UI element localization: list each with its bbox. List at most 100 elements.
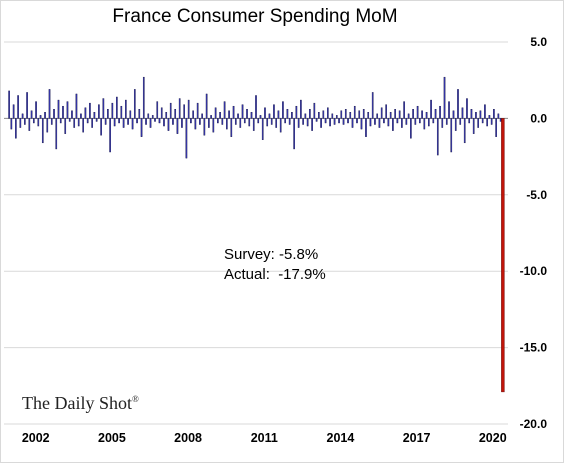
bar xyxy=(302,118,304,125)
bar xyxy=(490,118,493,125)
bar xyxy=(131,118,134,130)
bar xyxy=(306,118,309,127)
bar xyxy=(250,112,253,119)
annotation-line-survey: Survey: -5.8% xyxy=(224,246,319,263)
bar xyxy=(309,109,311,119)
bar xyxy=(120,105,123,119)
bar xyxy=(380,107,383,119)
bar xyxy=(273,104,275,119)
bar xyxy=(196,102,199,119)
bar xyxy=(71,110,73,119)
watermark-registered-mark: ® xyxy=(132,394,139,404)
watermark-text: The Daily Shot xyxy=(22,393,132,413)
bar xyxy=(194,118,197,130)
bar xyxy=(68,118,71,122)
bar xyxy=(257,118,260,124)
bar xyxy=(436,118,439,156)
bar xyxy=(62,105,64,119)
bar xyxy=(470,109,473,119)
bar xyxy=(493,109,495,119)
bar xyxy=(59,118,62,124)
bar xyxy=(369,118,372,127)
bar xyxy=(160,107,163,119)
bar xyxy=(109,118,111,153)
bar xyxy=(367,112,370,119)
bar xyxy=(129,110,132,119)
bar xyxy=(486,118,488,127)
bar xyxy=(50,118,53,125)
bar xyxy=(322,110,325,119)
bar xyxy=(57,99,60,119)
bar xyxy=(356,118,358,124)
bar xyxy=(185,118,188,159)
bar xyxy=(151,115,154,119)
bar xyxy=(412,109,414,119)
bar xyxy=(46,118,49,133)
bar xyxy=(396,118,399,124)
bar xyxy=(234,118,237,125)
bar xyxy=(394,109,396,119)
bar xyxy=(91,118,93,128)
bar xyxy=(181,118,183,128)
y-tick-label: -15.0 xyxy=(520,341,548,355)
bar xyxy=(383,118,385,124)
bar xyxy=(73,118,76,128)
bar xyxy=(145,118,147,125)
bar xyxy=(55,118,58,150)
x-tick-label: 2005 xyxy=(98,431,126,445)
bar xyxy=(427,118,430,127)
bar xyxy=(347,118,349,124)
bar xyxy=(403,101,405,119)
bar xyxy=(371,92,374,119)
bar xyxy=(499,118,502,122)
bar xyxy=(479,110,482,119)
bar xyxy=(24,118,26,125)
y-tick-label: 0.0 xyxy=(530,111,547,125)
y-tick-label: -20.0 xyxy=(520,417,548,431)
bar xyxy=(176,118,179,134)
x-axis-ticks: 2002 2005 2008 2011 2014 2017 2020 xyxy=(22,431,507,445)
bar xyxy=(387,118,390,127)
bar xyxy=(212,118,215,133)
bar xyxy=(445,118,448,125)
bar xyxy=(284,118,286,124)
bar xyxy=(362,109,365,119)
bar xyxy=(246,109,248,119)
y-tick-label: -5.0 xyxy=(526,188,547,202)
bar xyxy=(324,118,327,124)
bar xyxy=(277,110,280,119)
bar xyxy=(28,118,31,131)
bar xyxy=(66,101,69,119)
x-tick-label: 2002 xyxy=(22,431,50,445)
bar xyxy=(488,115,491,119)
bar xyxy=(360,118,363,130)
bar xyxy=(203,118,206,136)
bar xyxy=(441,118,444,128)
x-tick-label: 2020 xyxy=(479,431,507,445)
bar xyxy=(39,115,42,119)
bar xyxy=(208,118,210,128)
y-axis-ticks: 5.0 0.0 -5.0 -10.0 -15.0 -20.0 xyxy=(520,35,548,431)
bar xyxy=(102,98,105,119)
bar xyxy=(21,113,24,119)
bar xyxy=(82,118,85,133)
bar xyxy=(286,109,289,119)
bar-series xyxy=(8,76,505,393)
bar xyxy=(228,110,230,119)
bar xyxy=(15,118,17,139)
bar xyxy=(454,118,457,131)
bar xyxy=(398,110,401,119)
bar xyxy=(304,113,307,119)
bar xyxy=(252,118,255,131)
bar xyxy=(342,118,345,125)
bar xyxy=(459,118,462,125)
bar xyxy=(199,118,201,125)
bar xyxy=(311,118,313,131)
bar xyxy=(154,118,156,122)
bar xyxy=(452,110,455,119)
bar xyxy=(10,118,13,130)
bar xyxy=(192,110,194,119)
bar xyxy=(183,104,185,119)
bar xyxy=(35,101,37,119)
bar xyxy=(178,98,181,119)
